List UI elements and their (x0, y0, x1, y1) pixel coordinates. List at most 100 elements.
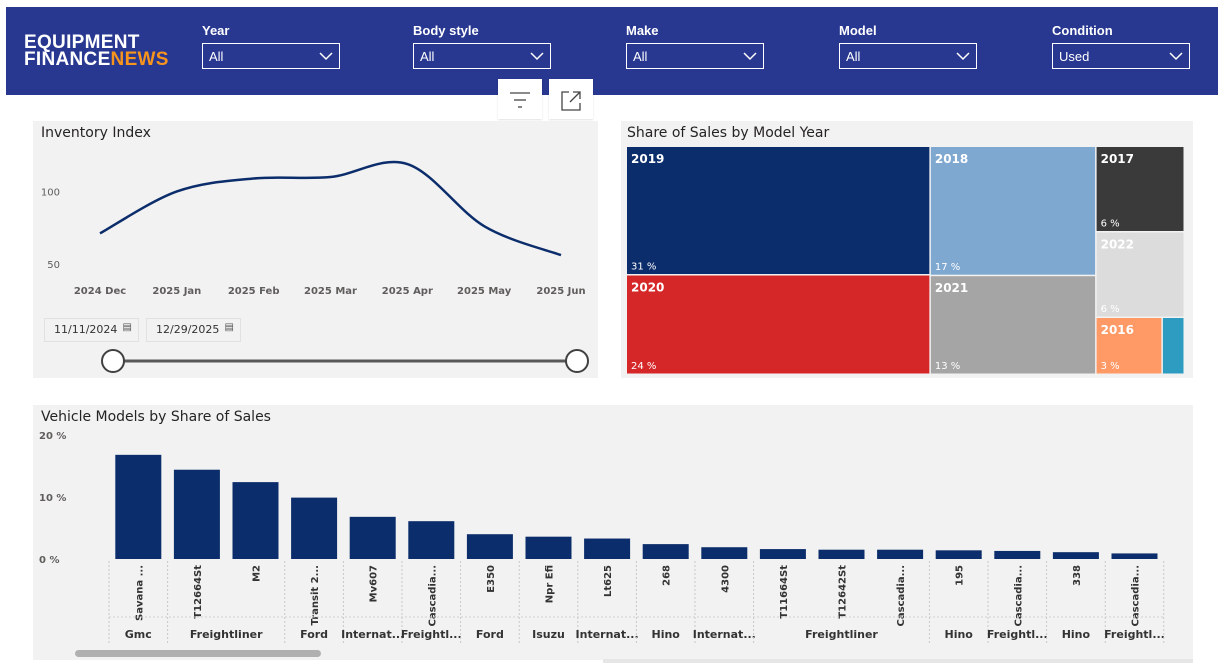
model-bar[interactable] (994, 550, 1041, 559)
model-bar[interactable] (935, 550, 982, 559)
filter-model-dropdown[interactable]: All (839, 43, 977, 69)
filter-icon (510, 92, 530, 108)
model-bar[interactable] (173, 469, 220, 559)
x-tick-label: 2025 Jan (152, 286, 201, 297)
treemap-tile-label: 2019 (631, 152, 664, 166)
logo-line-2: FINANCENEWS (24, 49, 169, 70)
y-tick-label: 20 % (39, 431, 66, 442)
logo-news: NEWS (110, 49, 169, 70)
make-label: Freightl... (987, 628, 1048, 641)
model-bar[interactable] (115, 454, 162, 559)
inventory-index-line[interactable] (99, 160, 562, 257)
treemap-tile-pct: 6 % (1101, 219, 1120, 230)
filter-year-label: Year (202, 23, 230, 38)
x-tick-label: 2025 Jun (536, 286, 585, 297)
share-by-model-year-title: Share of Sales by Model Year (627, 125, 830, 141)
date-range-slider[interactable] (33, 343, 598, 383)
treemap-tile-pct: 6 % (1101, 304, 1120, 315)
model-label: E350 (486, 565, 497, 593)
inventory-index-title: Inventory Index (41, 125, 151, 141)
end-date-input[interactable]: 12/29/2025 ▤ (146, 318, 241, 342)
chevron-down-icon (1169, 52, 1183, 61)
model-label: 268 (662, 565, 673, 586)
inventory-index-panel: Inventory Index 50 100 2024 Dec 2025 Jan 202… (33, 121, 598, 378)
filter-condition-value: Used (1059, 49, 1090, 64)
filter-condition-dropdown[interactable]: Used (1052, 43, 1190, 69)
x-tick-label: 2025 May (457, 286, 512, 297)
treemap-tile-pct: 17 % (935, 262, 960, 273)
model-bar[interactable] (291, 497, 338, 559)
filter-make-dropdown[interactable]: All (626, 43, 764, 69)
treemap-tile-label: 2021 (935, 281, 968, 295)
treemap-tile-pct: 31 % (631, 262, 656, 273)
slider-start-handle[interactable] (101, 349, 125, 373)
treemap-tile[interactable] (930, 147, 1096, 275)
calendar-icon[interactable]: ▤ (224, 322, 234, 333)
treemap-tile[interactable] (627, 147, 930, 275)
slider-end-handle[interactable] (565, 349, 589, 373)
x-tick-label: 2025 Feb (228, 286, 280, 297)
chevron-down-icon (956, 52, 970, 61)
model-bar[interactable] (349, 516, 396, 559)
make-label: Freightl... (401, 628, 462, 641)
filter-model-label: Model (839, 23, 877, 38)
start-date-input[interactable]: 11/11/2024 ▤ (44, 318, 139, 342)
scroll-track (603, 659, 1193, 663)
treemap-tile[interactable] (930, 276, 1096, 374)
model-bar[interactable] (1111, 553, 1158, 559)
model-bar[interactable] (408, 521, 455, 559)
treemap-tile[interactable] (627, 275, 930, 374)
model-bar[interactable] (818, 549, 865, 559)
model-label: Cascadia... (427, 565, 438, 626)
make-label: Isuzu (532, 628, 565, 641)
horizontal-scrollbar[interactable] (75, 650, 321, 657)
make-label: Ford (476, 628, 504, 641)
model-bar[interactable] (466, 534, 513, 559)
filter-body-style-value: All (420, 49, 435, 64)
treemap-tile-label: 2022 (1101, 238, 1134, 252)
y-tick-label: 100 (41, 187, 60, 198)
share-by-model-year-panel: Share of Sales by Model Year 2019 31 % 202… (621, 121, 1193, 378)
filter-make: Make All (626, 23, 764, 69)
calendar-icon[interactable]: ▤ (122, 322, 132, 333)
filter-make-label: Make (626, 23, 659, 38)
vehicle-models-panel: Vehicle Models by Share of Sales 20 % 10 … (33, 405, 1193, 660)
focus-mode-button[interactable] (549, 79, 593, 119)
filter-button[interactable] (498, 79, 542, 119)
make-label: Ford (300, 628, 328, 641)
treemap-tile-label: 2020 (631, 281, 664, 295)
treemap-tile[interactable] (1096, 147, 1184, 231)
model-label: 4300 (720, 565, 731, 593)
treemap-tile[interactable] (1096, 232, 1184, 317)
model-bar[interactable] (525, 536, 572, 559)
make-label: Internat... (341, 628, 404, 641)
vehicle-models-title: Vehicle Models by Share of Sales (41, 409, 271, 425)
make-label: Hino (945, 628, 974, 641)
model-bar[interactable] (642, 544, 689, 559)
model-bar[interactable] (759, 549, 806, 559)
model-bar[interactable] (877, 549, 924, 559)
filter-condition-label: Condition (1052, 23, 1113, 38)
treemap-tile[interactable] (1162, 318, 1184, 374)
logo: EQUIPMENT FINANCENEWS (24, 33, 169, 70)
model-bar[interactable] (1052, 552, 1099, 559)
start-date-value: 11/11/2024 (54, 323, 118, 336)
model-bar[interactable] (232, 482, 279, 559)
filter-year-value: All (209, 49, 224, 64)
y-tick-label: 50 (47, 260, 60, 271)
model-bar[interactable] (701, 547, 748, 559)
model-label: Cascadia... (1013, 565, 1024, 626)
filter-year-dropdown[interactable]: All (202, 43, 340, 69)
model-year-treemap: 2019 31 % 2020 24 % 2018 17 % 2021 13 % 2017 6 % 2… (627, 147, 1184, 374)
model-bar[interactable] (584, 538, 631, 559)
treemap-tile-label: 2017 (1101, 152, 1134, 166)
vehicle-models-bar-chart: 20 % 10 % 0 % Savana ... T12664St M2 Transit 2… (39, 431, 1165, 643)
filter-body-style-dropdown[interactable]: All (413, 43, 551, 69)
treemap-tile[interactable] (1096, 318, 1162, 374)
make-label: Internat... (576, 628, 639, 641)
filter-model: Model All (839, 23, 977, 69)
end-date-value: 12/29/2025 (156, 323, 220, 336)
make-label: Freightliner (805, 628, 878, 641)
x-tick-label: 2024 Dec (74, 286, 126, 297)
